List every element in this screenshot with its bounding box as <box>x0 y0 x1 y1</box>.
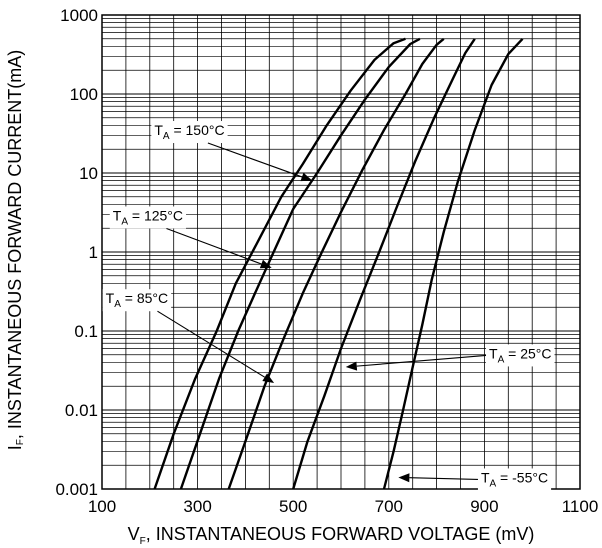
annotation-arrow-line <box>207 142 303 178</box>
x-tick-label: 1100 <box>562 497 599 516</box>
annotation-arrow-line <box>356 354 487 367</box>
annotation-arrow-line <box>409 477 478 481</box>
annotation-2: TA = 85°C <box>102 289 275 383</box>
curves <box>153 37 524 490</box>
curve-label-background <box>486 344 555 367</box>
series-line-3 <box>292 38 476 490</box>
y-tick-label: 1 <box>89 243 98 262</box>
annotation-arrow-line <box>166 227 262 265</box>
annotation-0: TA = 150°C <box>151 121 313 182</box>
curve-label: TA = 125°C <box>113 207 183 227</box>
series-line-2 <box>227 37 445 490</box>
curve-label-background <box>477 468 552 491</box>
y-tick-label: 0.001 <box>55 480 98 499</box>
annotation-3: TA = 25°C <box>345 344 555 371</box>
annotation-arrowhead <box>398 473 410 483</box>
y-tick-label: 1000 <box>60 6 98 25</box>
annotation-arrow-line <box>157 310 265 378</box>
series-line-1 <box>179 37 421 490</box>
x-tick-label: 700 <box>375 497 403 516</box>
curve-label: TA = 150°C <box>154 122 224 142</box>
y-tick-label: 0.01 <box>65 401 98 420</box>
plot-frame <box>101 14 581 490</box>
x-tick-label: 900 <box>470 497 498 516</box>
annotation-4: TA = -55°C <box>398 468 552 491</box>
x-tick-labels: 100 300 500 700 900 1100 <box>88 497 598 516</box>
annotation-arrowhead <box>345 361 358 371</box>
y-tick-label: 100 <box>70 85 98 104</box>
x-tick-label: 500 <box>279 497 307 516</box>
x-tick-label: 300 <box>183 497 211 516</box>
grid-lines <box>102 15 580 489</box>
curve-label: TA = 25°C <box>489 345 551 365</box>
y-tick-label: 0.1 <box>74 322 98 341</box>
curve-label-background <box>151 121 228 144</box>
curve-label-background <box>109 206 187 229</box>
series-line-4 <box>382 37 524 490</box>
annotation-arrowhead <box>300 172 313 182</box>
annotation-arrowhead <box>259 259 272 269</box>
curve-label-background <box>102 289 172 312</box>
y-tick-labels: 0.001 0.01 0.1 1 10 100 1000 <box>55 6 98 499</box>
curve-annotations: TA = 150°C TA = 125°C TA = 85°C TA = 25°C TA… <box>102 121 555 491</box>
x-axis-label: VF, INSTANTANEOUS FORWARD VOLTAGE (mV) <box>128 524 535 547</box>
curve-label: TA = 85°C <box>106 290 168 310</box>
series-line-0 <box>153 37 406 490</box>
y-axis-label: IF, INSTANTANEOUS FORWARD CURRENT(mA) <box>5 50 26 450</box>
curve-label: TA = -55°C <box>481 469 548 489</box>
y-tick-label: 10 <box>79 164 98 183</box>
annotation-arrowhead <box>262 373 275 383</box>
x-tick-label: 100 <box>88 497 116 516</box>
annotation-1: TA = 125°C <box>109 206 272 269</box>
